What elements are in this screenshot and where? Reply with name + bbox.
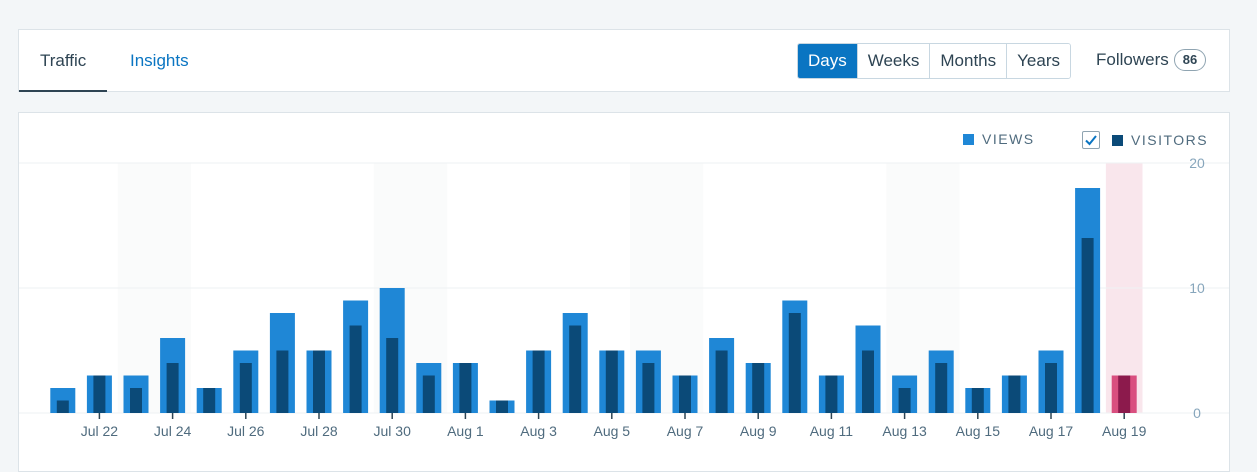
- visitors-bar: [1045, 363, 1057, 413]
- visitors-bar: [56, 400, 69, 413]
- followers-link[interactable]: Followers 86: [1096, 49, 1207, 71]
- visitors-bar: [679, 375, 691, 413]
- x-tick-label: Jul 26: [227, 423, 265, 439]
- visitors-checkbox[interactable]: [1082, 131, 1100, 149]
- views-swatch: [963, 133, 974, 145]
- visitors-bar: [349, 325, 362, 413]
- visitors-bar: [715, 350, 728, 413]
- tab-insights[interactable]: Insights: [130, 51, 189, 70]
- x-tick-label: Aug 15: [956, 423, 1001, 439]
- period-months-button[interactable]: Months: [930, 44, 1008, 78]
- x-tick-label: Aug 13: [882, 423, 927, 439]
- visitors-bar: [605, 350, 618, 413]
- period-days-button[interactable]: Days: [798, 44, 858, 78]
- period-selector: Days Weeks Months Years: [797, 43, 1071, 79]
- x-tick-label: Aug 11: [810, 423, 854, 439]
- visitors-bar: [422, 375, 435, 413]
- visitors-bar: [971, 388, 984, 413]
- visitors-bar: [386, 338, 399, 413]
- visitors-bar: [203, 388, 216, 413]
- y-tick-label: 10: [1189, 280, 1205, 296]
- period-weeks-button[interactable]: Weeks: [857, 44, 931, 78]
- x-tick-label: Jul 24: [154, 423, 192, 439]
- visitors-bar: [1118, 375, 1131, 413]
- x-tick-label: Aug 1: [447, 423, 484, 439]
- visitors-bar: [93, 375, 106, 413]
- traffic-bar-chart: 20 10 0 Jul 22 Jul 24 Jul 26 Jul 28 Jul 30 Aug 1…: [19, 155, 1229, 439]
- visitors-bar: [862, 350, 874, 413]
- period-years-button[interactable]: Years: [1007, 44, 1070, 78]
- visitors-bar: [496, 400, 508, 413]
- y-tick-label: 20: [1189, 155, 1205, 171]
- visitors-bar: [130, 388, 142, 413]
- visitors-bar: [569, 325, 582, 413]
- x-tick-label: Aug 7: [667, 423, 704, 439]
- visitors-bar: [1081, 238, 1094, 413]
- visitors-bar: [825, 375, 838, 413]
- visitors-bar: [788, 313, 801, 413]
- x-tick-label: Aug 9: [740, 423, 777, 439]
- checkmark-icon: [1085, 135, 1097, 146]
- x-tick-label: Jul 22: [81, 423, 119, 439]
- tab-traffic[interactable]: Traffic: [19, 30, 108, 92]
- followers-label: Followers: [1096, 50, 1169, 69]
- visitors-bar: [276, 350, 289, 413]
- legend-visitors: VISITORS: [1082, 131, 1208, 149]
- visitors-bar: [642, 363, 655, 413]
- legend-visitors-label: VISITORS: [1131, 132, 1209, 148]
- stats-nav: Traffic Insights Days Weeks Months Years…: [18, 29, 1230, 92]
- visitors-bar: [166, 363, 179, 413]
- visitors-bar: [898, 388, 911, 413]
- visitors-bar: [239, 363, 252, 413]
- legend-views: VIEWS: [963, 131, 1035, 147]
- y-tick-label: 0: [1193, 405, 1201, 421]
- visitors-bar: [1008, 375, 1021, 413]
- x-tick-label: Aug 3: [520, 423, 557, 439]
- x-tick-label: Jul 30: [374, 423, 412, 439]
- visitors-bar: [752, 363, 765, 413]
- visitors-bar: [459, 363, 472, 413]
- x-tick-label: Aug 19: [1102, 423, 1147, 439]
- x-tick-label: Aug 5: [594, 423, 631, 439]
- visitors-swatch: [1112, 134, 1123, 146]
- x-tick-label: Aug 17: [1029, 423, 1074, 439]
- legend-views-label: VIEWS: [982, 131, 1035, 147]
- visitors-bar: [532, 350, 545, 413]
- followers-count-badge: 86: [1173, 49, 1207, 71]
- visitors-bar: [313, 350, 325, 413]
- visitors-bar: [935, 363, 948, 413]
- x-tick-label: Jul 28: [300, 423, 338, 439]
